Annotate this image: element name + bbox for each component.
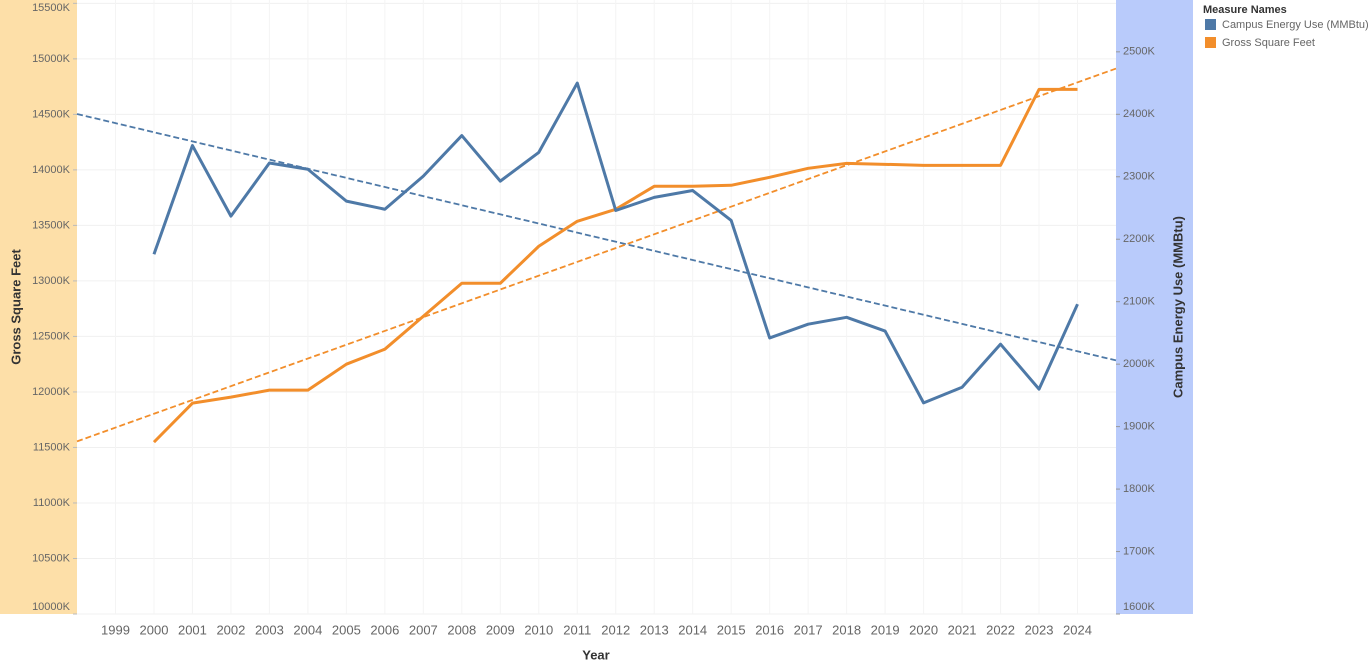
y-axis-title: Gross Square Feet — [8, 249, 23, 365]
x-tick-label: 2004 — [293, 622, 322, 637]
series-line — [152, 81, 1079, 405]
x-tick-label: 2006 — [370, 622, 399, 637]
y-tick-label: 11500K — [33, 441, 71, 453]
x-tick-label: 1999 — [101, 622, 130, 637]
y2-tick-label: 1800K — [1123, 483, 1155, 495]
y-tick-label: 12000K — [32, 386, 71, 398]
y-tick-label: 10000K — [32, 601, 71, 613]
x-tick-label: 2002 — [216, 622, 245, 637]
x-tick-label: 2019 — [871, 622, 900, 637]
y-tick-label: 14000K — [32, 164, 71, 176]
legend-title: Measure Names — [1203, 4, 1287, 16]
x-tick-label: 2021 — [948, 622, 977, 637]
right-axis-band — [1116, 0, 1193, 614]
y-tick-label: 15000K — [32, 53, 71, 65]
legend-label: Campus Energy Use (MMBtu) — [1222, 19, 1369, 31]
y2-tick-label: 2200K — [1123, 233, 1155, 245]
y2-tick-label: 1900K — [1123, 421, 1155, 433]
y-tick-label: 13000K — [32, 275, 71, 287]
y-tick-label: 12500K — [32, 330, 71, 342]
x-tick-label: 2000 — [140, 622, 169, 637]
x-tick-label: 2018 — [832, 622, 861, 637]
x-tick-label: 2015 — [717, 622, 746, 637]
x-tick-label: 2024 — [1063, 622, 1092, 637]
y2-tick-label: 2500K — [1123, 46, 1155, 58]
grid — [77, 0, 1116, 615]
trend-line — [76, 67, 1117, 443]
x-tick-label: 2022 — [986, 622, 1015, 637]
x-tick-label: 2017 — [794, 622, 823, 637]
y2-tick-label: 1600K — [1123, 601, 1155, 613]
x-tick-label: 2009 — [486, 622, 515, 637]
y2-tick-label: 1700K — [1123, 545, 1155, 557]
x-axis-title: Year — [582, 647, 609, 662]
x-tick-label: 2016 — [755, 622, 784, 637]
y-tick-label: 11000K — [33, 497, 71, 509]
x-tick-label: 2003 — [255, 622, 284, 637]
y2-axis-title: Campus Energy Use (MMBtu) — [1170, 216, 1185, 398]
x-tick-label: 2010 — [524, 622, 553, 637]
y2-tick-label: 2000K — [1123, 358, 1155, 370]
legend-label: Gross Square Feet — [1222, 37, 1315, 49]
x-tick-label: 2013 — [640, 622, 669, 637]
y-tick-label: 13500K — [32, 219, 71, 231]
x-tick-label: 2012 — [601, 622, 630, 637]
x-tick-label: 2023 — [1025, 622, 1054, 637]
x-tick-label: 2011 — [563, 622, 591, 637]
x-tick-label: 2001 — [178, 622, 207, 637]
y-tick-label: 10500K — [32, 552, 71, 564]
trend-line — [76, 113, 1117, 362]
y2-tick-label: 2100K — [1123, 296, 1155, 308]
x-tick-label: 2008 — [447, 622, 476, 637]
x-tick-label: 2007 — [409, 622, 438, 637]
left-axis-band — [0, 0, 77, 614]
y2-tick-label: 2300K — [1123, 171, 1155, 183]
legend-swatch — [1205, 37, 1216, 48]
y2-tick-label: 2400K — [1123, 108, 1155, 120]
y-tick-label: 15500K — [32, 2, 71, 14]
x-tick-label: 2020 — [909, 622, 938, 637]
y-tick-label: 14500K — [32, 108, 71, 120]
legend-swatch — [1205, 19, 1216, 30]
x-tick-label: 2014 — [678, 622, 707, 637]
x-tick-label: 2005 — [332, 622, 361, 637]
